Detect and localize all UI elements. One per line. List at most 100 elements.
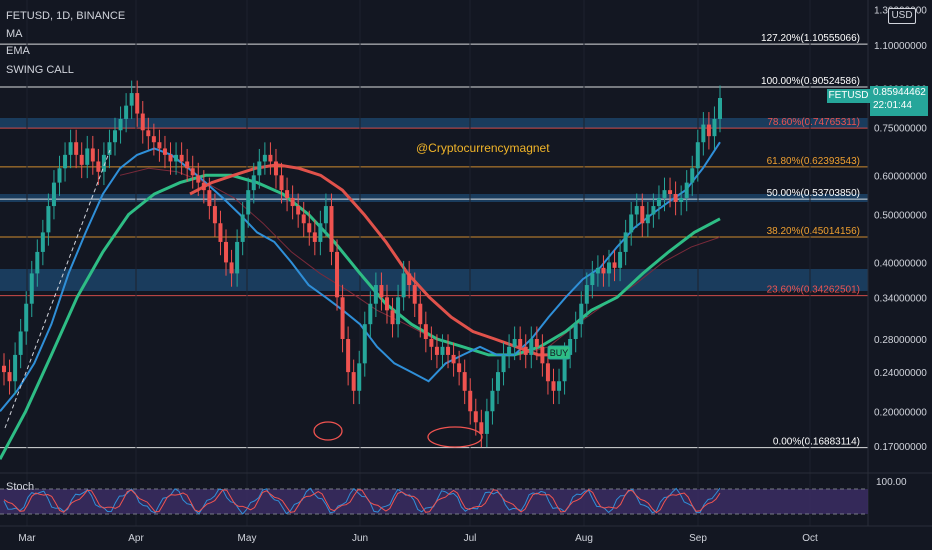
fib-lines: 127.20%(1.10555066) 100.00%(0.90524586) 78… — [0, 33, 868, 449]
candle-body — [490, 390, 495, 412]
time-tick-4: Jul — [464, 533, 477, 544]
candle-body — [246, 190, 251, 215]
chart-title: FETUSD, 1D, BINANCE — [6, 10, 126, 22]
stoch-level-label: 100.00 — [876, 477, 907, 488]
candle-body — [251, 175, 256, 191]
candle-body — [423, 324, 428, 340]
candle-body — [340, 297, 345, 340]
candle-body — [540, 346, 545, 364]
candle-body — [185, 161, 190, 169]
fib-label-6: 23.60%(0.34262501) — [767, 285, 860, 296]
candle-body — [440, 346, 445, 355]
x-grid — [26, 0, 811, 526]
fib-label-7: 0.00%(0.16883114) — [773, 437, 860, 448]
candle-body — [35, 251, 40, 274]
candle-body — [434, 346, 439, 355]
candle-body — [346, 339, 351, 373]
candle-body — [706, 124, 711, 137]
price-tick-4: 0.60000000 — [874, 171, 927, 182]
price-axis[interactable]: 1.300000001.100000000.900000000.75000000… — [874, 5, 927, 453]
indicator-ma[interactable]: MA — [6, 28, 23, 40]
candle-body — [113, 130, 118, 143]
candle-body — [457, 363, 462, 373]
resistance-band-upper — [0, 118, 868, 128]
candle-body — [545, 363, 550, 382]
bar-countdown: 22:01:44 — [873, 100, 912, 111]
candle-body — [357, 363, 362, 391]
candle-body — [146, 130, 151, 137]
candle-body — [662, 190, 667, 198]
candle-body — [335, 251, 340, 298]
candle-body — [74, 142, 79, 155]
candle-body — [279, 175, 284, 191]
price-tick-11: 0.17000000 — [874, 442, 927, 453]
candle-body — [634, 206, 639, 215]
price-tick-9: 0.24000000 — [874, 368, 927, 379]
candle-body — [162, 148, 167, 155]
candle-body — [384, 297, 389, 311]
candle-body — [684, 182, 689, 198]
candle-body — [135, 93, 140, 114]
candle-body — [512, 339, 517, 347]
candle-body — [495, 372, 500, 391]
fib-label-3: 61.80%(0.62393543) — [767, 156, 860, 167]
buy-marker — [547, 345, 571, 360]
candle-body — [168, 154, 173, 162]
candle-body — [13, 354, 18, 382]
time-axis[interactable]: Mar Apr May Jun Jul Aug Sep Oct — [18, 533, 818, 544]
candle-body — [612, 262, 617, 268]
candle-body — [579, 303, 584, 325]
buy-marker-label: BUY — [550, 348, 569, 358]
price-tick-3: 0.75000000 — [874, 123, 927, 134]
candle-body — [573, 324, 578, 340]
candle-body — [595, 267, 600, 274]
candle-body — [407, 273, 412, 286]
candle-body — [518, 339, 523, 347]
candle-body — [296, 206, 301, 215]
candle-body — [712, 118, 717, 137]
fib-label-5: 38.20%(0.45014156) — [767, 226, 860, 237]
candle-body — [118, 118, 123, 131]
candle-body — [640, 206, 645, 224]
candle-body — [24, 303, 29, 332]
candle-body — [623, 232, 628, 252]
currency-button[interactable]: USD — [888, 8, 916, 24]
candle-body — [534, 339, 539, 347]
candle-body — [507, 346, 512, 355]
candle-body — [196, 175, 201, 183]
candle-body — [285, 190, 290, 198]
candle-body — [290, 197, 295, 207]
candle-body — [418, 303, 423, 325]
candle-body — [401, 273, 406, 298]
time-tick-1: Apr — [128, 533, 144, 544]
candle-body — [46, 206, 51, 233]
candle-body — [129, 93, 134, 106]
indicator-ema[interactable]: EMA — [6, 45, 30, 57]
candle-body — [85, 148, 90, 165]
candle-body — [651, 206, 656, 215]
candle-body — [190, 168, 195, 176]
candle-body — [262, 154, 267, 162]
stoch-title[interactable]: Stoch — [6, 481, 35, 493]
candle-body — [7, 372, 12, 382]
candle-body — [151, 136, 156, 143]
last-price-tag: 0.85944462 22:01:44 — [870, 86, 928, 116]
candle-body — [590, 273, 595, 286]
candle-body — [323, 206, 328, 224]
candle-body — [679, 197, 684, 202]
candle-body — [429, 339, 434, 347]
time-tick-3: Jun — [352, 533, 368, 544]
ma-50-line — [0, 173, 721, 460]
support-band-lower — [0, 269, 868, 291]
indicator-swing-call[interactable]: SWING CALL — [6, 64, 74, 76]
candle-body — [218, 223, 223, 242]
candle-body — [63, 154, 68, 169]
candle-body — [584, 285, 589, 304]
candle-body — [645, 214, 650, 224]
candle-body — [273, 161, 278, 176]
fib-label-2: 78.60%(0.74765311) — [767, 117, 860, 128]
candle-body — [501, 354, 506, 373]
stoch-band — [0, 489, 868, 514]
candle-body — [668, 190, 673, 195]
